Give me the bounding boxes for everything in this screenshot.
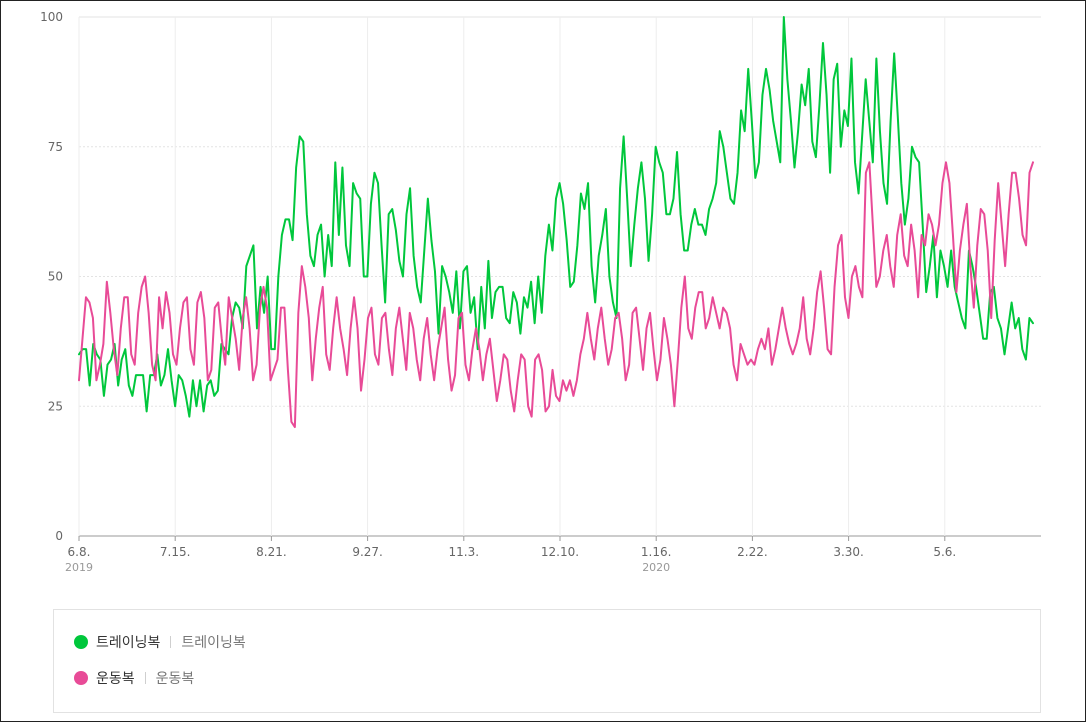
legend-swatch-series-1	[74, 671, 88, 685]
x-tick-label-9: 5.6.	[933, 545, 956, 559]
legend-separator	[170, 636, 172, 648]
y-tick-label-100: 100	[40, 10, 63, 24]
y-tick-label-50: 50	[48, 270, 63, 284]
y-tick-label-0: 0	[55, 529, 63, 543]
legend-item-series-1[interactable]: 운동복 운동복	[74, 668, 194, 688]
x-tick-label-5: 12.10.	[541, 545, 579, 559]
x-year-label-2019: 2019	[65, 561, 93, 574]
x-tick-label-2: 8.21.	[256, 545, 287, 559]
x-tick-label-3: 9.27.	[352, 545, 383, 559]
grid-lines	[78, 16, 1041, 537]
x-tick-label-8: 3.30.	[833, 545, 864, 559]
x-tick-label-4: 11.3.	[449, 545, 480, 559]
series-line-1	[78, 161, 1034, 429]
series-lines	[78, 16, 1034, 429]
x-tick-label-6: 1.16.	[641, 545, 672, 559]
legend-swatch-series-0	[74, 635, 88, 649]
x-tick-label-7: 2.22.	[737, 545, 768, 559]
legend: 트레이닝복 트레이닝복 운동복 운동복	[53, 609, 1041, 713]
legend-label-series-0: 트레이닝복	[96, 635, 161, 651]
line-chart: 0 25 50 75 100 6.8. 2019 7.15. 8.21. 9.27. 11.3. 1…	[40, 10, 1041, 574]
legend-item-series-0[interactable]: 트레이닝복 트레이닝복	[74, 632, 246, 652]
legend-keyword-series-0: 트레이닝복	[181, 635, 246, 651]
x-tick-label-0: 6.8.	[68, 545, 91, 559]
x-axis: 6.8. 2019 7.15. 8.21. 9.27. 11.3. 12.10. 1.16. 2…	[65, 536, 956, 574]
legend-keyword-series-1: 운동복	[155, 671, 195, 687]
x-year-label-2020: 2020	[642, 561, 670, 574]
y-axis: 0 25 50 75 100	[40, 10, 63, 543]
y-tick-label-75: 75	[48, 140, 63, 154]
y-tick-label-25: 25	[48, 399, 63, 413]
legend-separator	[144, 672, 146, 684]
legend-label-series-1: 운동복	[96, 671, 135, 687]
series-line-0	[78, 16, 1034, 418]
x-tick-label-1: 7.15.	[160, 545, 191, 559]
